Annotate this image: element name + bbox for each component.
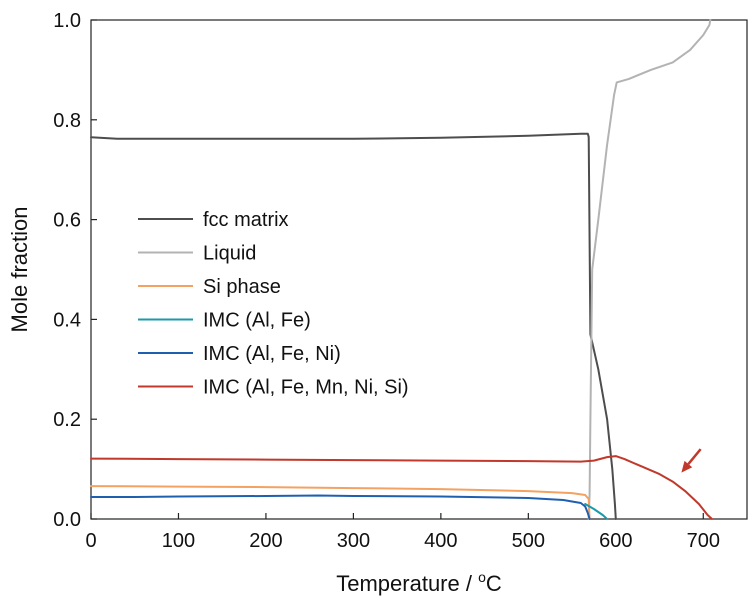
series-line-4: [90, 494, 591, 520]
legend-label: Liquid: [203, 243, 256, 265]
y-tick-label: 0.2: [53, 409, 81, 431]
annotation-arrow-shaft: [687, 448, 702, 465]
x-tick-label: 500: [512, 530, 545, 552]
legend: fcc matrix Liquid Si phase IMC (Al, Fe) IMC …: [138, 209, 409, 399]
y-axis-title: Mole fraction: [7, 207, 32, 333]
x-tick-label: 200: [249, 530, 282, 552]
x-tick-label: 400: [424, 530, 457, 552]
legend-label: IMC (Al, Fe): [203, 310, 311, 332]
series-line-2: [90, 485, 591, 520]
y-tick-label: 0.0: [53, 509, 81, 531]
y-tick-label: 0.6: [53, 210, 81, 232]
x-axis-ticks: 0 100 200 300 400 500 600 700: [85, 513, 720, 552]
x-axis-title-unit: C: [486, 571, 502, 596]
plot-area-frame: [90, 19, 748, 520]
y-tick-label: 0.8: [53, 110, 81, 132]
x-tick-label: 700: [687, 530, 720, 552]
legend-label: Si phase: [203, 276, 281, 298]
y-tick-label: 1.0: [53, 10, 81, 32]
series-lines: [90, 19, 713, 520]
series-line-1: [587, 19, 712, 520]
x-tick-label: 100: [162, 530, 195, 552]
y-axis-ticks: 0.0 0.2 0.4 0.6 0.8 1.0: [53, 10, 97, 531]
x-axis-title-degree: o: [478, 569, 486, 585]
series-line-0: [90, 132, 617, 520]
x-axis-title-main: Temperature /: [336, 571, 478, 596]
x-tick-label: 600: [599, 530, 632, 552]
legend-label: IMC (Al, Fe, Mn, Ni, Si): [203, 377, 409, 399]
series-line-3: [584, 503, 609, 520]
annotation-arrow-head: [681, 460, 693, 473]
annotations: [681, 448, 702, 473]
y-tick-label: 0.4: [53, 309, 81, 331]
x-tick-label: 300: [337, 530, 370, 552]
legend-label: IMC (Al, Fe, Ni): [203, 343, 341, 365]
legend-label: fcc matrix: [203, 209, 289, 231]
series-line-5: [90, 455, 713, 520]
x-tick-label: 0: [85, 530, 96, 552]
x-axis-title: Temperature / oC: [336, 569, 502, 596]
